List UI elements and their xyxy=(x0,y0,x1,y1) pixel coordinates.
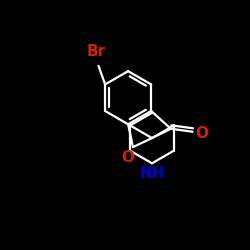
Text: O: O xyxy=(195,126,208,140)
Text: NH: NH xyxy=(139,166,165,182)
Text: Br: Br xyxy=(86,44,106,59)
Text: O: O xyxy=(121,150,134,165)
